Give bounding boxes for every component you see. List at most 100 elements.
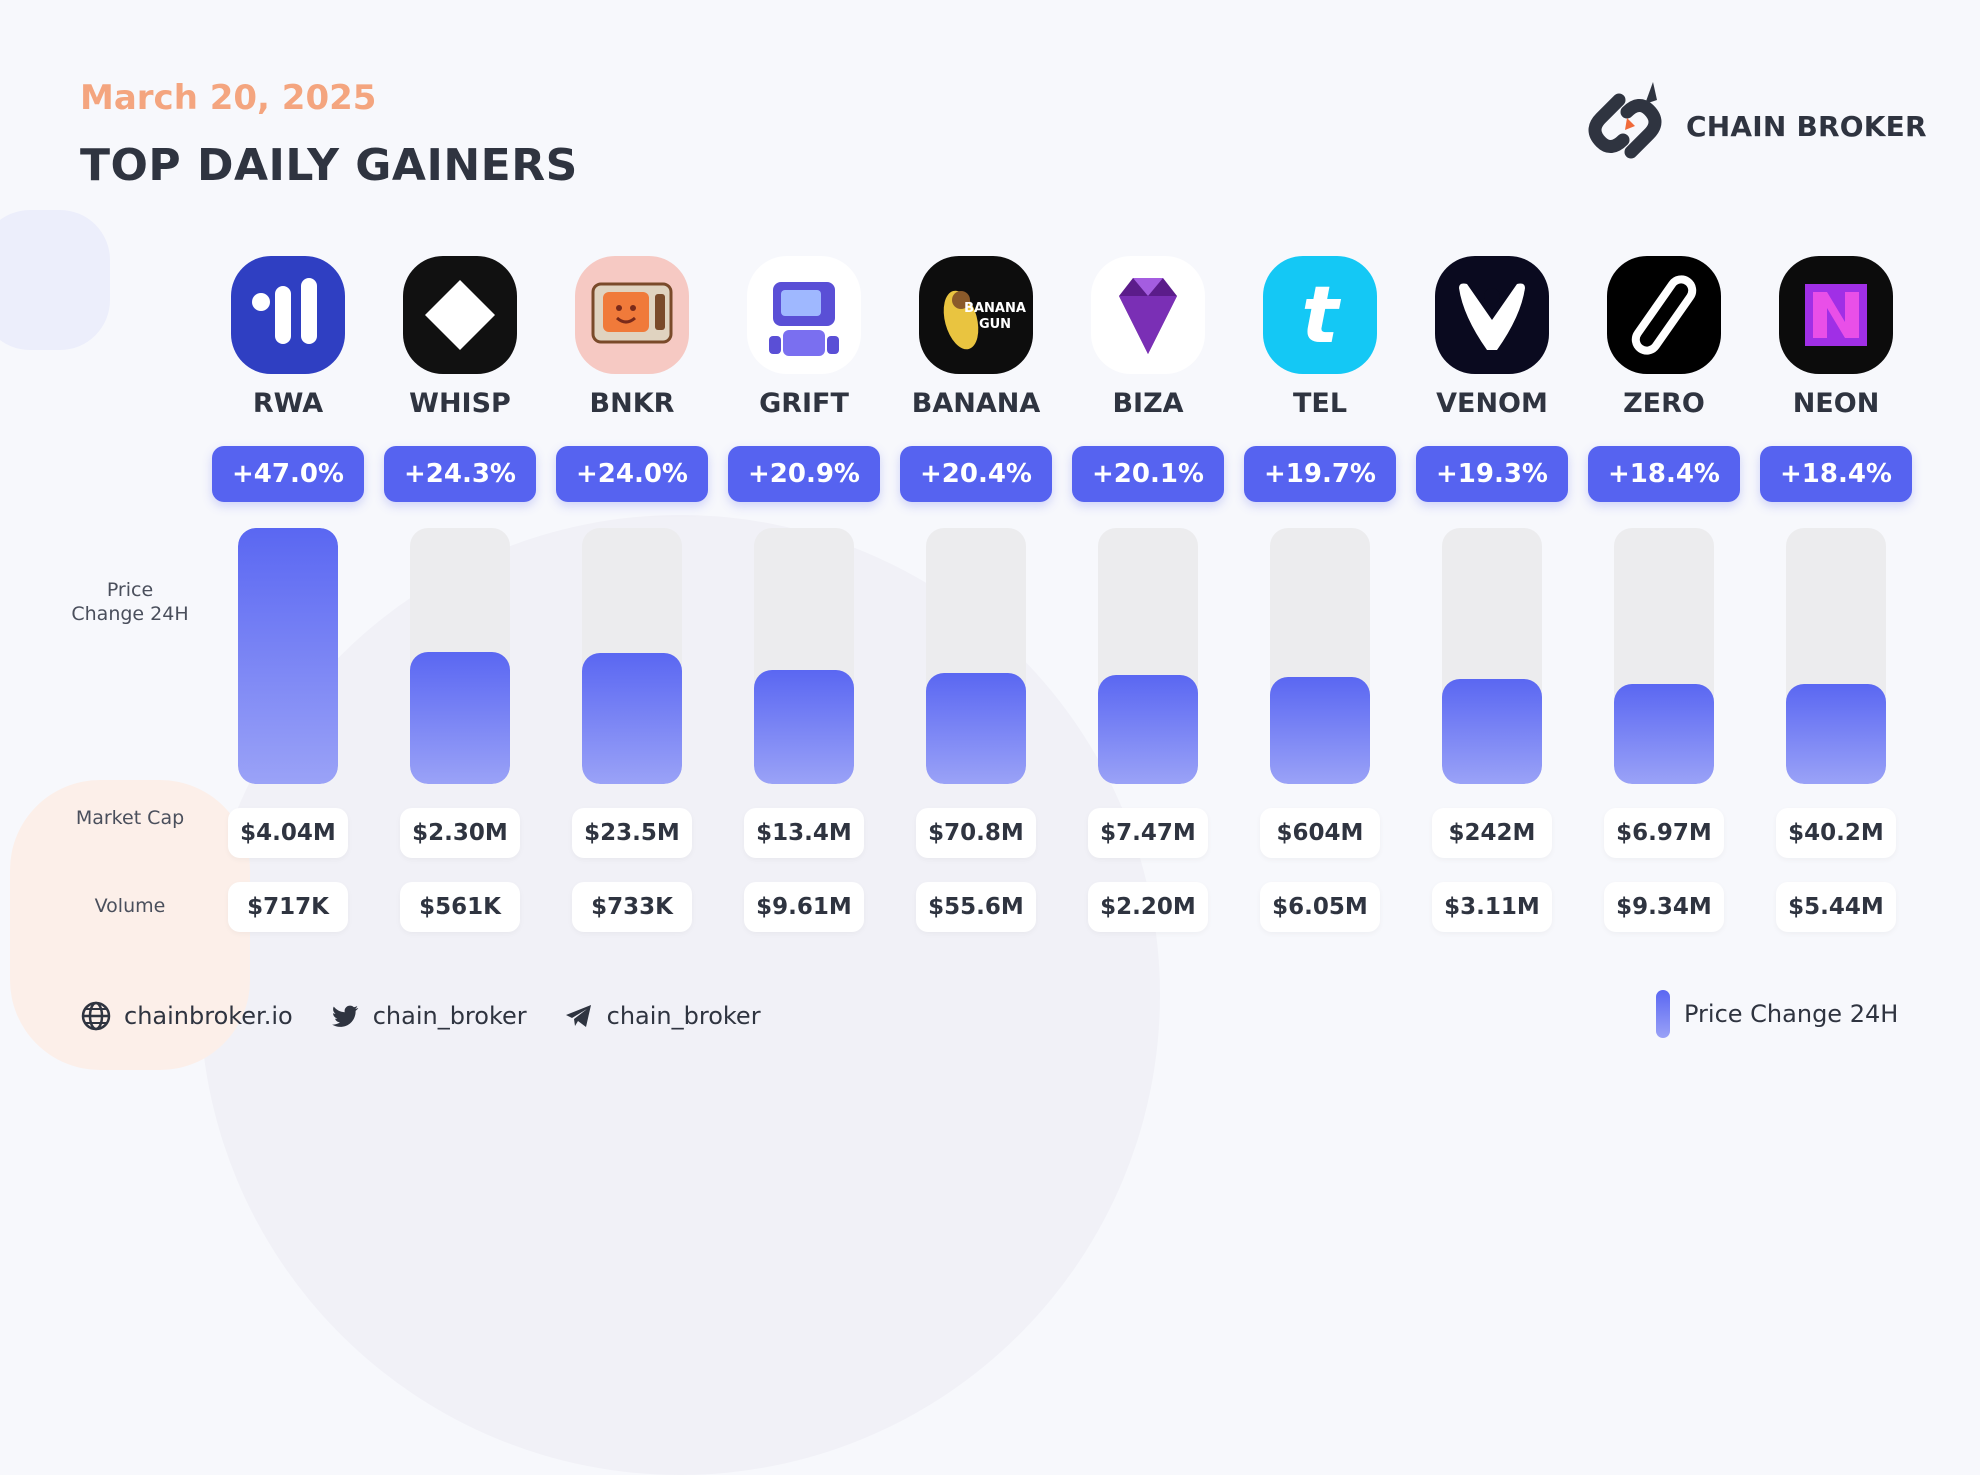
token-column-grift: GRIFT +20.9% $13.4M $9.61M — [718, 250, 890, 940]
telegram-icon — [565, 1005, 591, 1027]
page-title: TOP DAILY GAINERS — [80, 140, 578, 191]
token-ticker: BIZA — [1112, 388, 1184, 419]
neon-icon — [1779, 256, 1893, 374]
price-change-bar-track — [410, 528, 510, 784]
price-change-badge: +20.1% — [1072, 446, 1224, 502]
whisp-icon — [403, 256, 517, 374]
token-column-bnkr: BNKR +24.0% $23.5M $733K — [546, 250, 718, 940]
price-change-bar — [754, 670, 854, 784]
price-change-bar-track — [754, 528, 854, 784]
token-column-whisp: WHISP +24.3% $2.30M $561K — [374, 250, 546, 940]
token-ticker: WHISP — [409, 388, 511, 419]
price-change-bar-track — [582, 528, 682, 784]
price-change-badge: +20.9% — [728, 446, 880, 502]
chart-legend: Price Change 24H — [1656, 990, 1898, 1038]
token-column-neon: NEON +18.4% $40.2M $5.44M — [1750, 250, 1922, 940]
tel-icon: t — [1263, 256, 1377, 374]
brand-name: CHAIN BROKER — [1686, 109, 1927, 143]
date-label: March 20, 2025 — [80, 78, 377, 118]
market-cap-value: $23.5M — [572, 808, 692, 858]
market-cap-row-label: Market Cap — [75, 807, 185, 829]
volume-value: $5.44M — [1776, 882, 1896, 932]
token-ticker: VENOM — [1436, 388, 1548, 419]
price-change-badge: +20.4% — [900, 446, 1052, 502]
market-cap-value: $13.4M — [744, 808, 864, 858]
market-cap-value: $40.2M — [1776, 808, 1896, 858]
volume-value: $2.20M — [1088, 882, 1208, 932]
token-ticker: TEL — [1292, 388, 1348, 419]
telegram-link[interactable]: chain_broker — [563, 1000, 761, 1032]
volume-value: $9.34M — [1604, 882, 1724, 932]
twitter-text: chain_broker — [372, 1002, 527, 1030]
price-change-bar — [1786, 684, 1886, 784]
svg-text:BANANA: BANANA — [964, 301, 1026, 316]
legend-label: Price Change 24H — [1684, 1000, 1899, 1028]
volume-value: $561K — [400, 882, 520, 932]
rwa-icon — [231, 256, 345, 374]
price-change-badge: +18.4% — [1588, 446, 1740, 502]
volume-value: $717K — [228, 882, 348, 932]
market-cap-value: $2.30M — [400, 808, 520, 858]
token-ticker: BANANA — [911, 388, 1041, 419]
grift-icon — [747, 256, 861, 374]
zero-icon — [1607, 256, 1721, 374]
volume-row-label: Volume — [94, 895, 166, 917]
globe-icon — [81, 1001, 111, 1031]
price-change-badge: +47.0% — [212, 446, 364, 502]
volume-value: $55.6M — [916, 882, 1036, 932]
token-ticker: NEON — [1792, 388, 1880, 419]
token-ticker: RWA — [252, 388, 324, 419]
market-cap-value: $70.8M — [916, 808, 1036, 858]
token-column-venom: VENOM +19.3% $242M $3.11M — [1406, 250, 1578, 940]
price-change-row-label: Price Change 24H — [71, 579, 189, 625]
price-change-bar-track — [1270, 528, 1370, 784]
volume-value: $9.61M — [744, 882, 864, 932]
price-change-bar-track — [1614, 528, 1714, 784]
price-change-bar-track — [238, 528, 338, 784]
price-change-bar — [926, 673, 1026, 784]
market-cap-value: $6.97M — [1604, 808, 1724, 858]
volume-value: $6.05M — [1260, 882, 1380, 932]
price-change-bar — [1098, 675, 1198, 784]
price-change-bar — [1442, 679, 1542, 784]
svg-text:t: t — [1301, 271, 1341, 361]
website-text: chainbroker.io — [124, 1002, 293, 1030]
token-column-rwa: RWA +47.0% $4.04M $717K — [202, 250, 374, 940]
bnkr-icon — [575, 256, 689, 374]
token-ticker: GRIFT — [759, 388, 849, 419]
price-change-bar-track — [1098, 528, 1198, 784]
token-column-banana: BANANA GUN BANANA +20.4% $70.8M $55.6M — [890, 250, 1062, 940]
venom-icon — [1435, 256, 1549, 374]
twitter-icon — [331, 1005, 358, 1027]
footer-links: chainbroker.io chain_broker chain_broker — [80, 1000, 797, 1032]
banana-icon: BANANA GUN — [919, 256, 1033, 374]
twitter-link[interactable]: chain_broker — [329, 1000, 527, 1032]
volume-value: $733K — [572, 882, 692, 932]
price-change-bar — [1614, 684, 1714, 784]
price-change-badge: +18.4% — [1760, 446, 1912, 502]
token-ticker: BNKR — [589, 388, 675, 419]
token-ticker: ZERO — [1623, 388, 1705, 419]
price-change-bar-track — [1442, 528, 1542, 784]
legend-swatch — [1656, 990, 1670, 1038]
background-blob — [10, 780, 250, 1070]
price-change-badge: +19.3% — [1416, 446, 1568, 502]
market-cap-value: $242M — [1432, 808, 1552, 858]
price-change-badge: +19.7% — [1244, 446, 1396, 502]
telegram-text: chain_broker — [606, 1002, 761, 1030]
price-change-bar — [582, 653, 682, 784]
price-change-bar-track — [1786, 528, 1886, 784]
price-change-bar-track — [926, 528, 1026, 784]
market-cap-value: $604M — [1260, 808, 1380, 858]
background-hexagon — [0, 210, 110, 350]
token-column-zero: ZERO +18.4% $6.97M $9.34M — [1578, 250, 1750, 940]
market-cap-value: $4.04M — [228, 808, 348, 858]
svg-text:GUN: GUN — [979, 317, 1011, 332]
price-change-badge: +24.3% — [384, 446, 536, 502]
market-cap-value: $7.47M — [1088, 808, 1208, 858]
price-change-bar — [1270, 677, 1370, 784]
token-column-tel: t TEL +19.7% $604M $6.05M — [1234, 250, 1406, 940]
price-change-badge: +24.0% — [556, 446, 708, 502]
website-link[interactable]: chainbroker.io — [80, 1000, 293, 1032]
chain-broker-logo-icon — [1588, 82, 1662, 159]
